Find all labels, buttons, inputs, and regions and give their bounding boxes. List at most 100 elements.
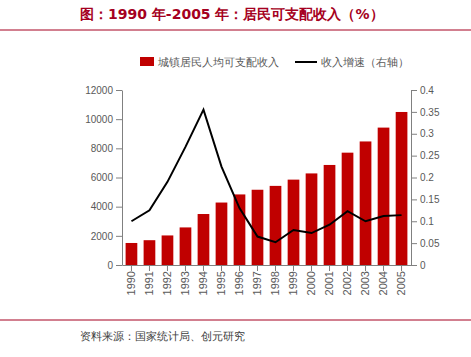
x-axis-tick: 2001 bbox=[323, 265, 335, 295]
y2-axis-tick-label: 0.3 bbox=[420, 128, 434, 139]
bar bbox=[198, 214, 210, 265]
x-axis-tick-mark bbox=[131, 265, 132, 271]
y2-axis-tick: 0.3 bbox=[411, 128, 434, 139]
y2-axis-tick: 0.2 bbox=[411, 172, 434, 183]
bar bbox=[396, 112, 408, 265]
x-axis-line bbox=[123, 265, 412, 266]
x-axis-tick: 2000 bbox=[305, 265, 317, 295]
x-axis-tick-mark bbox=[203, 265, 204, 271]
y2-axis-tick-label: 0.1 bbox=[420, 216, 434, 227]
y-axis-tick-mark bbox=[116, 119, 122, 120]
bar bbox=[324, 165, 336, 265]
y-axis-line bbox=[122, 91, 123, 266]
bar bbox=[270, 186, 282, 265]
x-axis-tick: 1998 bbox=[269, 265, 281, 295]
y2-axis-tick-mark bbox=[411, 156, 417, 157]
x-axis-tick-label: 1997 bbox=[251, 271, 263, 295]
bar bbox=[306, 173, 318, 265]
x-axis-tick: 1997 bbox=[251, 265, 263, 295]
x-axis-tick-label: 1996 bbox=[233, 271, 245, 295]
x-axis-tick: 1990 bbox=[125, 265, 137, 295]
y-axis-tick: 2000 bbox=[91, 231, 122, 242]
y-axis-tick-mark bbox=[116, 148, 122, 149]
y-axis-tick: 0 bbox=[107, 260, 122, 271]
y-axis-tick: 6000 bbox=[91, 172, 122, 183]
y2-axis-tick-mark bbox=[411, 90, 417, 91]
bar bbox=[288, 180, 300, 265]
x-axis-tick-label: 2001 bbox=[323, 271, 335, 295]
y-axis-tick-mark bbox=[116, 236, 122, 237]
x-axis-tick-mark bbox=[311, 265, 312, 271]
x-axis-tick-label: 1991 bbox=[143, 271, 155, 295]
x-axis-tick: 1991 bbox=[143, 265, 155, 295]
y2-axis-tick-mark bbox=[411, 112, 417, 113]
bar bbox=[126, 243, 138, 265]
y2-axis-tick-mark bbox=[411, 134, 417, 135]
y2-axis-tick-mark bbox=[411, 178, 417, 179]
x-axis-tick-mark bbox=[293, 265, 294, 271]
marks bbox=[126, 110, 408, 265]
x-axis-tick-label: 1998 bbox=[269, 271, 281, 295]
x-axis-tick-label: 1990 bbox=[125, 271, 137, 295]
bar bbox=[360, 141, 372, 265]
y-axis-tick: 8000 bbox=[91, 143, 122, 154]
x-axis-tick-mark bbox=[167, 265, 168, 271]
legend-item: 城镇居民人均可支配收入 bbox=[140, 56, 279, 69]
x-axis-tick-mark bbox=[383, 265, 384, 271]
bar bbox=[342, 153, 354, 265]
x-axis-tick-label: 1994 bbox=[197, 271, 209, 295]
y-axis-tick-label: 6000 bbox=[91, 172, 114, 183]
y2-axis-tick-mark bbox=[411, 243, 417, 244]
y2-axis-tick: 0.4 bbox=[411, 85, 434, 96]
bar bbox=[180, 227, 192, 265]
x-axis-tick: 2003 bbox=[359, 265, 371, 295]
x-axis-tick-mark bbox=[257, 265, 258, 271]
x-axis-tick: 2004 bbox=[377, 265, 389, 295]
x-axis-tick-mark bbox=[401, 265, 402, 271]
x-axis-tick-mark bbox=[221, 265, 222, 271]
chart: 图：1990 年-2005 年：居民可支配收入（%）02000400060008… bbox=[0, 0, 471, 357]
x-axis-tick: 1999 bbox=[287, 265, 299, 295]
x-axis-tick: 2005 bbox=[395, 265, 407, 295]
y-axis-tick-label: 2000 bbox=[91, 231, 114, 242]
y2-axis-tick: 0.25 bbox=[411, 150, 440, 161]
x-axis-tick-label: 2004 bbox=[377, 271, 389, 295]
x-axis-tick-mark bbox=[239, 265, 240, 271]
x-axis-tick-mark bbox=[347, 265, 348, 271]
bar bbox=[216, 203, 228, 265]
legend-label: 收入增速（右轴） bbox=[321, 56, 409, 69]
y2-axis-tick: 0 bbox=[411, 260, 426, 271]
y2-axis-tick-label: 0.4 bbox=[420, 85, 434, 96]
x-axis-tick-label: 2003 bbox=[359, 271, 371, 295]
legend-swatch bbox=[140, 57, 154, 66]
title-rule bbox=[0, 30, 471, 31]
y-axis-tick-mark bbox=[116, 178, 122, 179]
x-axis: 1990 1991 1992 1993 1994 1995 1996 1997 1998 1999… bbox=[123, 265, 412, 295]
line bbox=[131, 110, 401, 243]
y2-axis-tick: 0.05 bbox=[411, 238, 440, 249]
y-axis-tick: 10000 bbox=[85, 114, 122, 125]
x-axis-tick: 1995 bbox=[215, 265, 227, 295]
y-axis-tick-mark bbox=[116, 265, 122, 266]
y2-axis-tick: 0.1 bbox=[411, 216, 434, 227]
bar bbox=[252, 190, 264, 265]
y2-axis-tick-mark bbox=[411, 221, 417, 222]
y-axis-tick-label: 12000 bbox=[85, 85, 113, 96]
x-axis-tick-label: 1992 bbox=[161, 271, 173, 295]
y2-axis: 00.050.10.150.20.250.30.350.4 bbox=[411, 85, 440, 271]
y2-axis-tick: 0.35 bbox=[411, 107, 440, 118]
y-axis-tick-label: 0 bbox=[107, 260, 113, 271]
x-axis-tick-mark bbox=[329, 265, 330, 271]
bar bbox=[162, 235, 174, 265]
y2-axis-tick-mark bbox=[411, 199, 417, 200]
y-axis-tick-mark bbox=[116, 90, 122, 91]
y-axis-tick-label: 8000 bbox=[91, 143, 114, 154]
y-axis-tick: 12000 bbox=[85, 85, 122, 96]
legend-item: 收入增速（右轴） bbox=[295, 56, 409, 69]
x-axis-tick-label: 2005 bbox=[395, 271, 407, 295]
x-axis-tick-label: 1993 bbox=[179, 271, 191, 295]
y2-axis-tick-label: 0.05 bbox=[420, 238, 440, 249]
bar bbox=[378, 128, 390, 265]
y-axis-tick: 4000 bbox=[91, 201, 122, 212]
x-axis-tick: 2002 bbox=[341, 265, 353, 295]
